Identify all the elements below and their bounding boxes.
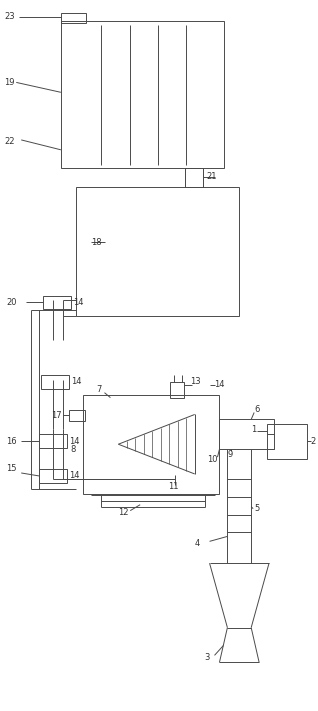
Text: 15: 15 bbox=[6, 464, 17, 474]
Text: 14: 14 bbox=[69, 471, 79, 481]
Text: 3: 3 bbox=[204, 653, 210, 662]
Text: 7: 7 bbox=[97, 385, 102, 394]
Bar bbox=[39, 434, 67, 448]
Bar bbox=[61, 13, 86, 23]
Text: 10: 10 bbox=[208, 454, 218, 464]
Text: 23: 23 bbox=[4, 13, 15, 21]
Text: 8: 8 bbox=[71, 444, 76, 454]
Text: 19: 19 bbox=[4, 78, 15, 87]
Text: 21: 21 bbox=[207, 172, 217, 181]
Text: 14: 14 bbox=[73, 298, 83, 307]
Bar bbox=[185, 168, 203, 188]
Text: 14: 14 bbox=[69, 437, 79, 446]
Text: 6: 6 bbox=[254, 405, 259, 414]
Text: 9: 9 bbox=[227, 449, 233, 459]
Bar bbox=[267, 424, 307, 459]
Text: 16: 16 bbox=[6, 437, 17, 446]
Text: 17: 17 bbox=[51, 411, 62, 420]
Text: 18: 18 bbox=[91, 237, 101, 247]
Bar bbox=[170, 382, 184, 397]
Text: 11: 11 bbox=[168, 482, 178, 491]
Text: 14: 14 bbox=[215, 380, 225, 389]
Bar bbox=[76, 188, 239, 316]
Bar bbox=[43, 296, 71, 309]
Bar bbox=[83, 395, 219, 493]
Text: 20: 20 bbox=[6, 298, 17, 307]
Text: 14: 14 bbox=[71, 378, 81, 386]
Bar bbox=[219, 419, 274, 449]
Text: 5: 5 bbox=[254, 504, 259, 513]
Text: 13: 13 bbox=[190, 378, 200, 386]
Bar bbox=[39, 469, 67, 483]
Bar bbox=[61, 21, 225, 168]
Bar bbox=[69, 410, 85, 422]
Text: 4: 4 bbox=[195, 539, 200, 548]
Text: 22: 22 bbox=[4, 137, 15, 146]
Text: 12: 12 bbox=[118, 508, 129, 517]
Text: 2: 2 bbox=[311, 437, 316, 446]
Bar bbox=[41, 375, 69, 389]
Text: 1: 1 bbox=[251, 425, 256, 434]
